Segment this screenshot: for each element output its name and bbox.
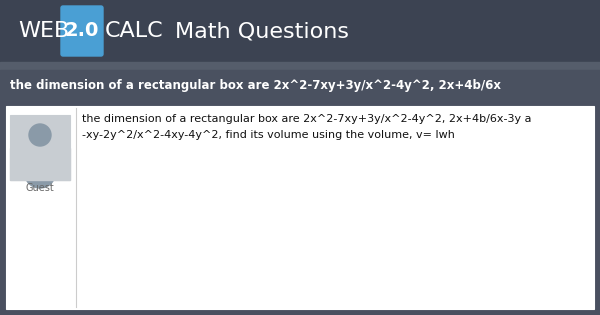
Text: WEB: WEB (18, 21, 69, 41)
Text: -xy-2y^2/x^2-4xy-4y^2, find its volume using the volume, v= lwh: -xy-2y^2/x^2-4xy-4y^2, find its volume u… (82, 130, 455, 140)
Bar (10, 115, 70, 180)
Bar (0, 0, 600, 62)
Circle shape (29, 124, 51, 146)
Text: 2.0: 2.0 (65, 21, 99, 41)
Bar (6, 106, 594, 309)
Text: the dimension of a rectangular box are 2x^2-7xy+3y/x^2-4y^2, 2x+4b/6x: the dimension of a rectangular box are 2… (10, 78, 501, 91)
Bar (0, 62, 600, 70)
Text: the dimension of a rectangular box are 2x^2-7xy+3y/x^2-4y^2, 2x+4b/6x-3y a: the dimension of a rectangular box are 2… (82, 114, 532, 124)
FancyBboxPatch shape (61, 6, 103, 56)
Bar (10, 147, 70, 180)
Text: Math Questions: Math Questions (175, 21, 349, 41)
Text: CALC: CALC (105, 21, 164, 41)
Bar (0, 70, 600, 100)
Text: Guest: Guest (26, 183, 55, 193)
Ellipse shape (25, 160, 55, 188)
